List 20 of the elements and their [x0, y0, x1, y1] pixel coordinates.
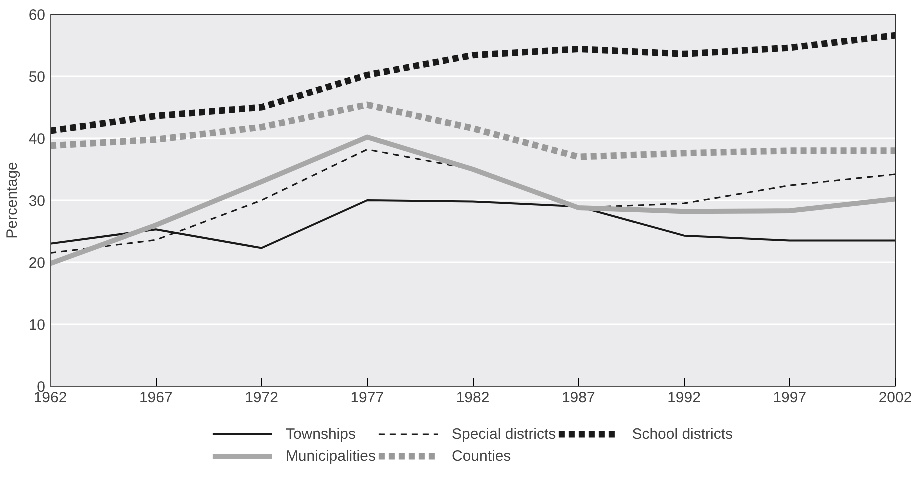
x-tick-label: 1977	[350, 390, 384, 406]
legend-label: Townships	[286, 426, 356, 442]
y-tick-label: 30	[28, 193, 46, 210]
x-tick-label: 1992	[668, 390, 701, 406]
x-tick-label: 1987	[562, 390, 596, 406]
y-tick-label: 60	[28, 7, 46, 24]
y-tick-label: 10	[28, 317, 46, 334]
legend-label: Special districts	[452, 426, 556, 442]
x-tick-label: 2002	[878, 390, 912, 406]
y-axis-title: Percentage	[4, 162, 21, 239]
y-tick-label: 20	[28, 255, 46, 272]
legend-label: Counties	[452, 448, 512, 464]
legend-label: School districts	[632, 426, 734, 442]
x-tick-label: 1972	[245, 390, 278, 406]
legend-label: Municipalities	[286, 448, 376, 464]
x-tick-label: 1997	[773, 390, 807, 406]
x-tick-label: 1967	[139, 390, 173, 406]
x-tick-label: 1982	[456, 390, 490, 406]
y-tick-label: 50	[28, 69, 46, 86]
y-tick-label: 40	[28, 131, 46, 148]
